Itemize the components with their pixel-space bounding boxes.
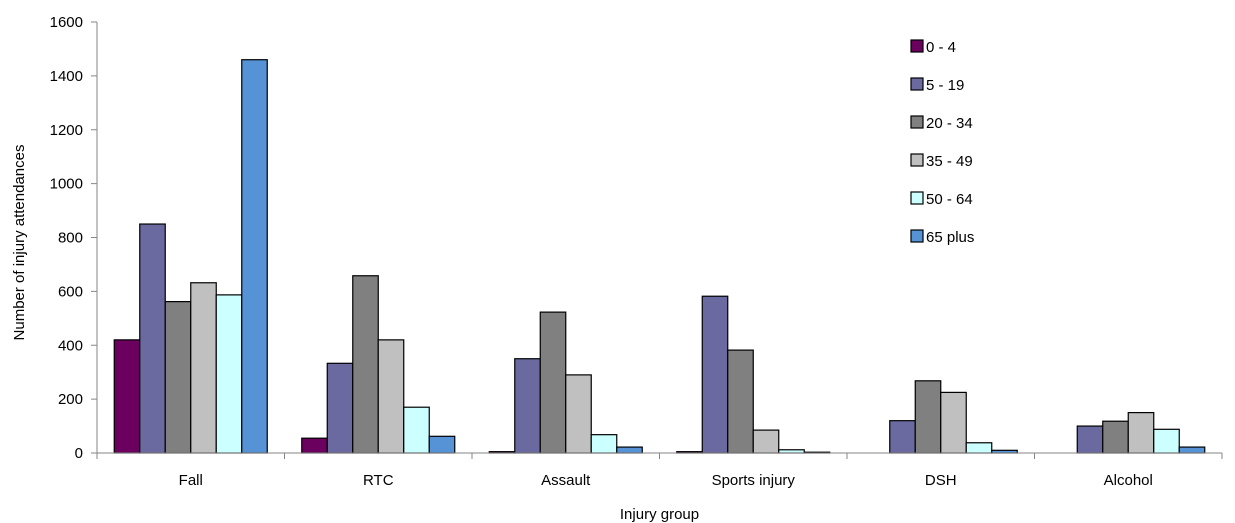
bar bbox=[590, 434, 618, 454]
y-tick-label: 200 bbox=[58, 391, 83, 408]
bar bbox=[428, 435, 456, 454]
x-tick-label: Sports injury bbox=[712, 472, 796, 489]
y-tick-label: 1000 bbox=[50, 176, 83, 193]
bar bbox=[914, 380, 942, 454]
bar bbox=[514, 358, 541, 454]
x-tick-label: Assault bbox=[541, 472, 591, 489]
bar bbox=[241, 59, 268, 454]
bar bbox=[1153, 428, 1180, 454]
bar bbox=[139, 223, 166, 454]
legend-swatch bbox=[910, 115, 924, 129]
bar bbox=[1102, 420, 1129, 454]
x-tick-label: Alcohol bbox=[1104, 472, 1153, 489]
y-tick-label: 0 bbox=[75, 445, 83, 462]
bar bbox=[301, 437, 328, 454]
x-tick-label: Fall bbox=[179, 472, 203, 489]
bar bbox=[326, 362, 354, 454]
bar bbox=[889, 420, 916, 454]
bar bbox=[377, 339, 405, 454]
bar bbox=[164, 301, 192, 454]
x-tick-label: RTC bbox=[363, 472, 394, 489]
y-axis-ticks: 0 200 400 600 800 1000 1200 1400 1600 bbox=[50, 14, 97, 462]
y-tick-label: 600 bbox=[58, 283, 83, 300]
legend-label: 20 - 34 bbox=[926, 115, 973, 132]
x-axis-ticks: Fall RTC Assault Sports injury DSH Alcohol bbox=[96, 453, 1223, 489]
x-axis-title: Injury group bbox=[620, 506, 699, 523]
legend-label: 5 - 19 bbox=[926, 77, 964, 94]
bar bbox=[1127, 411, 1155, 454]
bar bbox=[1076, 425, 1104, 454]
bar bbox=[701, 295, 729, 454]
bar bbox=[539, 311, 567, 454]
legend-swatch bbox=[910, 153, 924, 167]
bar bbox=[190, 282, 217, 454]
y-tick-label: 1600 bbox=[50, 14, 83, 31]
legend-swatch bbox=[910, 39, 924, 53]
x-tick-label: DSH bbox=[925, 472, 957, 489]
bar bbox=[616, 446, 643, 454]
y-tick-label: 800 bbox=[58, 230, 83, 247]
legend-swatch bbox=[910, 191, 924, 205]
bars bbox=[113, 59, 1206, 454]
y-axis-title: Number of injury attendances bbox=[11, 145, 28, 341]
legend-swatch bbox=[910, 229, 924, 243]
legend-label: 65 plus bbox=[926, 229, 974, 246]
bar bbox=[565, 374, 592, 454]
legend-label: 35 - 49 bbox=[926, 153, 973, 170]
legend-label: 0 - 4 bbox=[926, 39, 956, 56]
legend-label: 50 - 64 bbox=[926, 191, 973, 208]
legend-swatch bbox=[910, 77, 924, 91]
bar bbox=[113, 339, 141, 454]
y-tick-label: 1400 bbox=[50, 68, 83, 85]
y-tick-label: 1200 bbox=[50, 122, 83, 139]
bar bbox=[752, 429, 780, 454]
bar bbox=[1178, 446, 1206, 454]
bar bbox=[965, 442, 993, 454]
legend: 0 - 4 5 - 19 20 - 34 35 - 49 50 - 64 65 plus bbox=[910, 39, 974, 246]
y-tick-label: 400 bbox=[58, 337, 83, 354]
bar bbox=[403, 406, 430, 454]
bar bbox=[352, 275, 379, 454]
bar bbox=[940, 391, 967, 454]
bar bbox=[727, 349, 754, 454]
bar bbox=[215, 294, 243, 454]
